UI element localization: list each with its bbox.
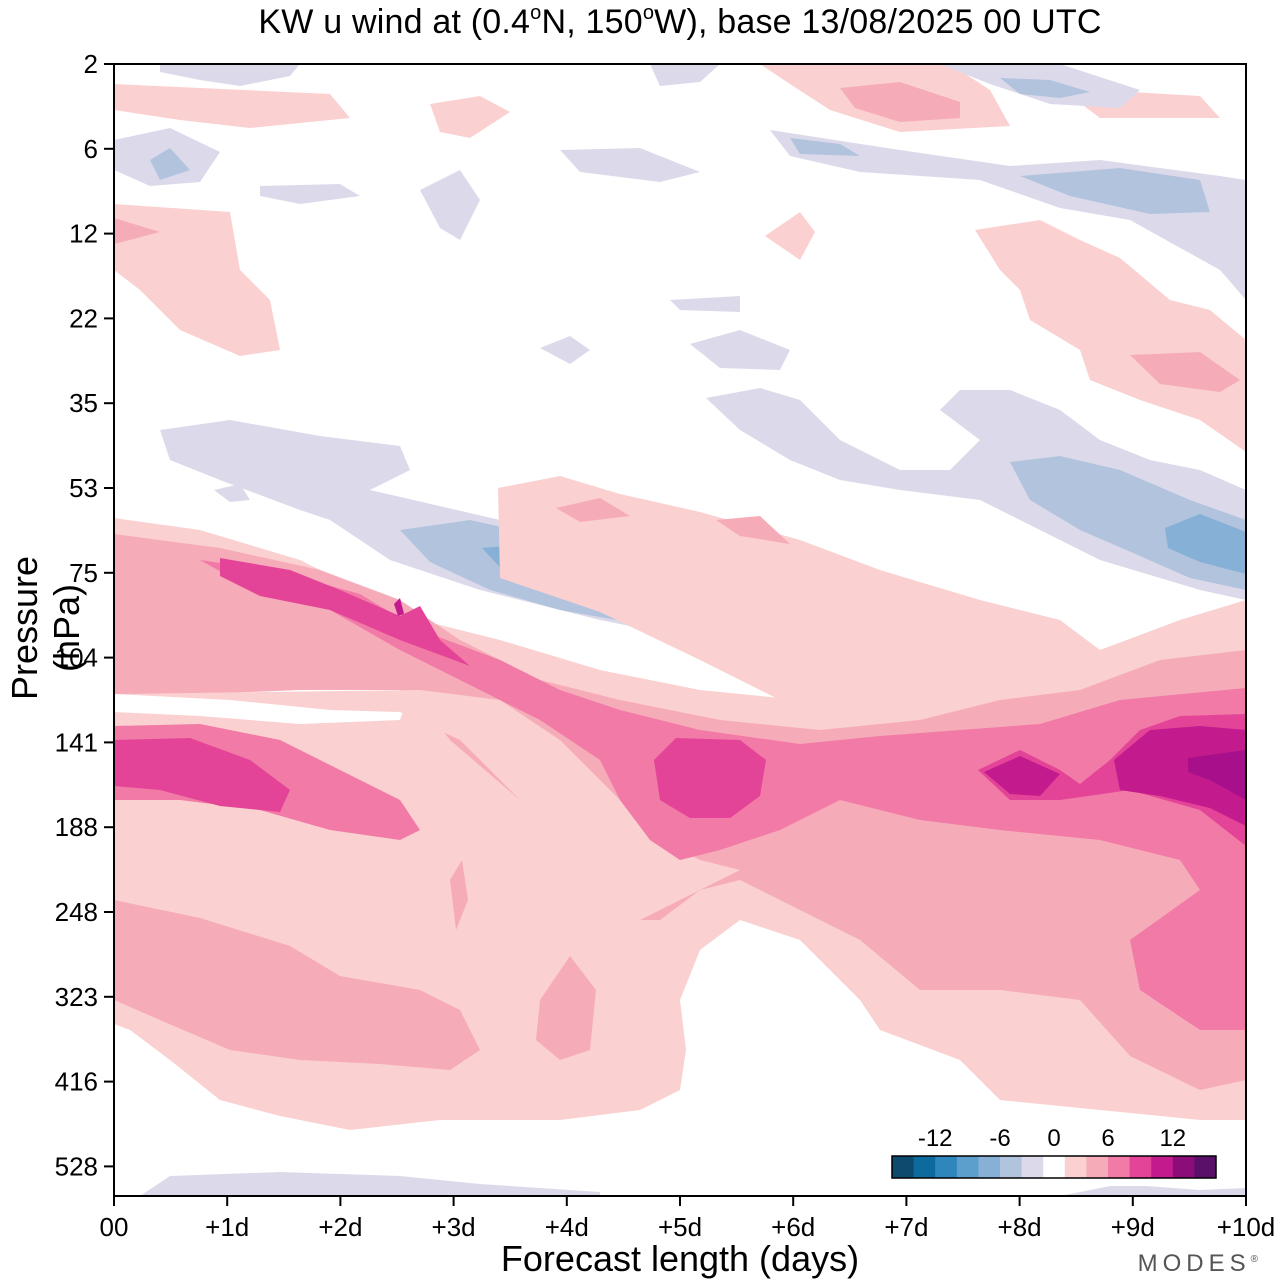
contour-pos2-top	[840, 82, 960, 122]
x-tick-label: +7d	[884, 1212, 928, 1242]
y-tick-label: 53	[69, 473, 98, 503]
colorbar-frame	[891, 1155, 1217, 1179]
colorbar-swatch	[1000, 1156, 1023, 1178]
y-tick-label: 2	[84, 49, 98, 79]
y-tick-label: 248	[55, 897, 98, 927]
y-tick-label: 35	[69, 388, 98, 418]
contour-neg1-top	[560, 148, 700, 182]
colorbar-swatch	[1194, 1156, 1217, 1178]
contour-pos1-strat	[114, 204, 280, 356]
y-tick-label: 22	[69, 303, 98, 333]
contour-pos5-main	[984, 756, 1060, 796]
colorbar-label: 12	[1159, 1125, 1186, 1152]
contour-pos1-inner	[114, 820, 400, 930]
contour-neg2-band	[1010, 456, 1246, 590]
contour-pos5-main	[1114, 726, 1246, 826]
y-tick-label: 75	[69, 558, 98, 588]
contour-neg1-strat	[540, 336, 590, 364]
x-axis: 00 +1d +2d +3d +4d +5d +6d +7d +8d +9d +10d	[100, 1196, 1276, 1242]
x-tick-label: 00	[100, 1212, 129, 1242]
x-tick-label: +2d	[318, 1212, 362, 1242]
colorbar-label: -6	[989, 1125, 1010, 1152]
contour-pos2-strat	[114, 218, 160, 244]
contour-pos2-inner	[450, 860, 468, 930]
colorbar-swatch	[1151, 1156, 1174, 1178]
contour-pos6-main	[1188, 750, 1246, 800]
y-tick-label: 104	[55, 643, 98, 673]
contour-neg1-bottom	[1060, 1184, 1246, 1196]
contour-pos1-top	[430, 96, 510, 138]
colorbar-swatch	[1043, 1156, 1066, 1178]
contour-neg2-top	[790, 138, 860, 156]
contour-neg2-top	[150, 148, 190, 180]
x-tick-label: +9d	[1111, 1212, 1155, 1242]
contour-pos2-inner	[536, 956, 596, 1060]
colorbar-label: 6	[1101, 1125, 1114, 1152]
contour-neg1-band	[706, 388, 1246, 600]
colorbar-swatch	[935, 1156, 958, 1178]
y-axis-label: Pressure (hPa)	[4, 555, 87, 701]
contour-pos1-inner	[114, 690, 740, 930]
contour-neg1-band	[214, 484, 250, 502]
contour-pos4-main	[654, 738, 766, 818]
contour-pos2-inner	[114, 900, 480, 1070]
y-tick-label: 323	[55, 982, 98, 1012]
colorbar-swatch	[892, 1156, 915, 1178]
y-axis: 2 6 12 22 35 53 75 104 141 188 248 323 416 528	[55, 49, 114, 1181]
contour-neg1-top	[160, 64, 300, 86]
chart-title: KW u wind at (0.4oN, 150oW), base 13/08/…	[258, 2, 1102, 41]
colorbar-swatch	[1021, 1156, 1044, 1178]
x-tick-label: +10d	[1217, 1212, 1276, 1242]
contour-zero-notch	[680, 920, 880, 1196]
colorbar-label: -12	[918, 1125, 953, 1152]
x-tick-label: +1d	[205, 1212, 249, 1242]
contour-pos2-strat	[1130, 352, 1240, 392]
contour-pos5-spot	[394, 598, 404, 616]
colorbar-swatch	[978, 1156, 1001, 1178]
x-tick-label: +4d	[545, 1212, 589, 1242]
contour-pos2-band	[556, 498, 630, 522]
x-tick-label: +8d	[998, 1212, 1042, 1242]
x-tick-label: +5d	[658, 1212, 702, 1242]
x-tick-label: +6d	[771, 1212, 815, 1242]
x-tick-label: +3d	[432, 1212, 476, 1242]
colorbar-swatch	[1064, 1156, 1087, 1178]
y-tick-label: 188	[55, 812, 98, 842]
colorbar: -12 -6 0 6 12	[882, 1120, 1226, 1186]
colorbar-swatch	[1129, 1156, 1152, 1178]
contour-pos1-strat	[765, 212, 815, 260]
colorbar-swatch	[956, 1156, 979, 1178]
contour-pos1-top	[114, 84, 350, 128]
contour-neg1-strat	[690, 330, 790, 370]
contour-neg2-top	[1000, 78, 1090, 98]
contour-neg1-bottom	[140, 1172, 600, 1196]
contour-pos4-main	[220, 558, 470, 666]
contour-pos2-band	[716, 516, 790, 544]
colorbar-swatch	[1172, 1156, 1195, 1178]
contour-pos4-main	[114, 738, 290, 812]
contour-neg1-top	[420, 170, 480, 240]
brand-logo: MODES®	[1137, 1250, 1258, 1277]
y-tick-label: 12	[69, 219, 98, 249]
y-tick-label: 6	[84, 134, 98, 164]
contour-neg1-top	[260, 184, 360, 204]
contour-pos2-notch	[890, 850, 916, 898]
colorbar-swatch	[913, 1156, 936, 1178]
y-tick-label: 416	[55, 1067, 98, 1097]
colorbar-swatch	[1086, 1156, 1109, 1178]
contour-neg3-band	[1165, 514, 1246, 574]
y-tick-label: 528	[55, 1151, 98, 1181]
contour-neg1-top	[650, 64, 720, 86]
contour-neg1-strat	[670, 296, 740, 312]
y-tick-label: 141	[55, 727, 98, 757]
contour-neg2-top	[1020, 168, 1210, 214]
x-axis-label: Forecast length (days)	[500, 1238, 860, 1279]
colorbar-label: 0	[1047, 1125, 1060, 1152]
contour-pos1-strat	[975, 220, 1246, 452]
colorbar-swatch	[1108, 1156, 1131, 1178]
